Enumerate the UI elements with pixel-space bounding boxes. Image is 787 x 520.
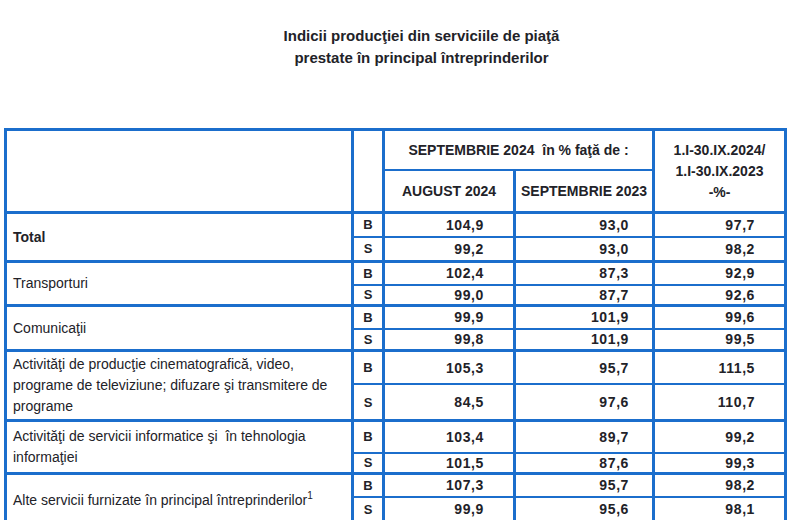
value-cell: 98,2 xyxy=(654,237,786,262)
value-cell: 92,9 xyxy=(654,262,786,285)
value-cell: 105,3 xyxy=(384,351,515,385)
bs-letter: B xyxy=(353,474,384,497)
row-label-comunicatii: Comunicaţii xyxy=(6,306,353,351)
row-label-total: Total xyxy=(6,213,353,262)
header-septembrie-2023: SEPTEMBRIE 2023 xyxy=(515,170,654,213)
value-cell: 87,7 xyxy=(515,285,654,306)
bs-letter: S xyxy=(353,285,384,306)
value-cell: 87,3 xyxy=(515,262,654,285)
bs-letter: B xyxy=(353,306,384,329)
value-cell: 110,7 xyxy=(654,384,786,420)
value-cell: 95,7 xyxy=(515,351,654,385)
table-row-alte-servicii-b: Alte servicii furnizate în principal înt… xyxy=(6,474,786,497)
header-period-line3: -%- xyxy=(655,182,784,203)
indices-table: SEPTEMBRIE 2024 în % faţă de : 1.I-30.IX… xyxy=(4,128,787,520)
footnote-marker: 1 xyxy=(307,490,313,501)
bs-letter: B xyxy=(353,421,384,453)
value-cell: 98,1 xyxy=(654,497,786,520)
bs-letter: S xyxy=(353,384,384,420)
bs-letter: S xyxy=(353,453,384,474)
value-cell: 99,5 xyxy=(654,329,786,351)
value-cell: 98,2 xyxy=(654,474,786,497)
value-cell: 84,5 xyxy=(384,384,515,420)
row-label-transporturi: Transporturi xyxy=(6,262,353,306)
value-cell: 99,8 xyxy=(384,329,515,351)
page-title: Indicii producţiei din serviciile de pia… xyxy=(0,25,787,69)
value-cell: 93,0 xyxy=(515,237,654,262)
value-cell: 103,4 xyxy=(384,421,515,453)
bs-letter: S xyxy=(353,237,384,262)
value-cell: 99,6 xyxy=(654,306,786,329)
bs-letter: S xyxy=(353,329,384,351)
value-cell: 87,6 xyxy=(515,453,654,474)
title-line-2: prestate în principal întreprinderilor xyxy=(56,47,787,69)
row-label-informatice: Activităţi de servicii informatice şi în… xyxy=(6,421,353,474)
header-period-line2: 1.I-30.IX.2023 xyxy=(655,161,784,182)
value-cell: 99,2 xyxy=(384,237,515,262)
value-cell: 95,7 xyxy=(515,474,654,497)
value-cell: 99,2 xyxy=(654,421,786,453)
row-label-alte-servicii: Alte servicii furnizate în principal înt… xyxy=(6,474,353,520)
bs-letter: B xyxy=(353,213,384,237)
table-row-transporturi-b: Transporturi B 102,4 87,3 92,9 xyxy=(6,262,786,285)
table-row-cinematografica-b: Activităţi de producţie cinematografică,… xyxy=(6,351,786,385)
table-row-informatice-b: Activităţi de servicii informatice şi în… xyxy=(6,421,786,453)
value-cell: 99,9 xyxy=(384,306,515,329)
header-august-2024: AUGUST 2024 xyxy=(384,170,515,213)
bs-letter: S xyxy=(353,497,384,520)
value-cell: 95,6 xyxy=(515,497,654,520)
value-cell: 99,0 xyxy=(384,285,515,306)
row-label-alte-servicii-text: Alte servicii furnizate în principal înt… xyxy=(13,492,307,508)
table-row-comunicatii-b: Comunicaţii B 99,9 101,9 99,6 xyxy=(6,306,786,329)
value-cell: 92,6 xyxy=(654,285,786,306)
value-cell: 101,5 xyxy=(384,453,515,474)
value-cell: 89,7 xyxy=(515,421,654,453)
value-cell: 99,3 xyxy=(654,453,786,474)
bs-letter: B xyxy=(353,262,384,285)
value-cell: 111,5 xyxy=(654,351,786,385)
value-cell: 107,3 xyxy=(384,474,515,497)
table-row-total-b: Total B 104,9 93,0 97,7 xyxy=(6,213,786,237)
value-cell: 102,4 xyxy=(384,262,515,285)
title-line-1: Indicii producţiei din serviciile de pia… xyxy=(56,25,787,47)
header-period-line1: 1.I-30.IX.2024/ xyxy=(655,140,784,161)
value-cell: 101,9 xyxy=(515,329,654,351)
header-period-cell: 1.I-30.IX.2024/ 1.I-30.IX.2023 -%- xyxy=(654,130,786,213)
value-cell: 97,6 xyxy=(515,384,654,420)
value-cell: 101,9 xyxy=(515,306,654,329)
value-cell: 99,9 xyxy=(384,497,515,520)
value-cell: 104,9 xyxy=(384,213,515,237)
header-group-cell: SEPTEMBRIE 2024 în % faţă de : xyxy=(384,130,654,170)
header-row-1: SEPTEMBRIE 2024 în % faţă de : 1.I-30.IX… xyxy=(6,130,786,170)
row-label-cinematografica: Activităţi de producţie cinematografică,… xyxy=(6,351,353,421)
header-empty-bs-cell xyxy=(353,130,384,213)
bs-letter: B xyxy=(353,351,384,385)
header-empty-label-cell xyxy=(6,130,353,213)
value-cell: 97,7 xyxy=(654,213,786,237)
value-cell: 93,0 xyxy=(515,213,654,237)
